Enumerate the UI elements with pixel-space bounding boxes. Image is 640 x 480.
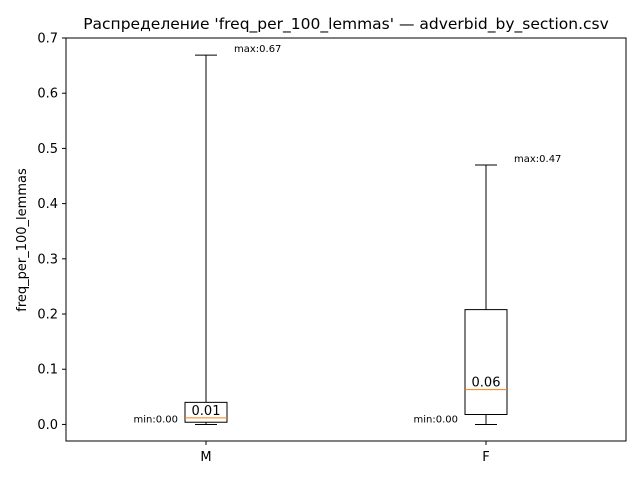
min-label: min:0.00 [134,414,179,425]
y-tick-label: 0.0 [37,418,58,433]
iqr-box [184,401,228,423]
chart-title: Распределение 'freq_per_100_lemmas' — ad… [83,15,609,34]
y-axis-label: freq_per_100_lemmas [15,168,30,312]
x-tick-label: M [200,450,211,465]
y-tick-label: 0.5 [37,142,58,157]
y-tick-label: 0.3 [37,252,58,267]
y-tick-label: 0.6 [37,87,58,102]
y-tick-label: 0.2 [37,308,58,323]
max-label: max:0.47 [514,154,561,165]
box-group-F: 0.06 max:0.47 min:0.00 [414,154,562,425]
y-tick-label: 0.4 [37,197,58,212]
median-label: 0.06 [472,376,501,391]
x-tick-label: F [482,450,489,465]
y-tick-label: 0.1 [37,363,58,378]
iqr-box [464,309,508,416]
box-group-M: 0.01 max:0.67 min:0.00 [134,44,282,425]
y-tick-label: 0.7 [37,32,58,47]
min-label: min:0.00 [414,414,459,425]
max-label: max:0.67 [234,44,281,55]
median-label: 0.01 [192,404,221,419]
plot-frame [65,37,627,442]
